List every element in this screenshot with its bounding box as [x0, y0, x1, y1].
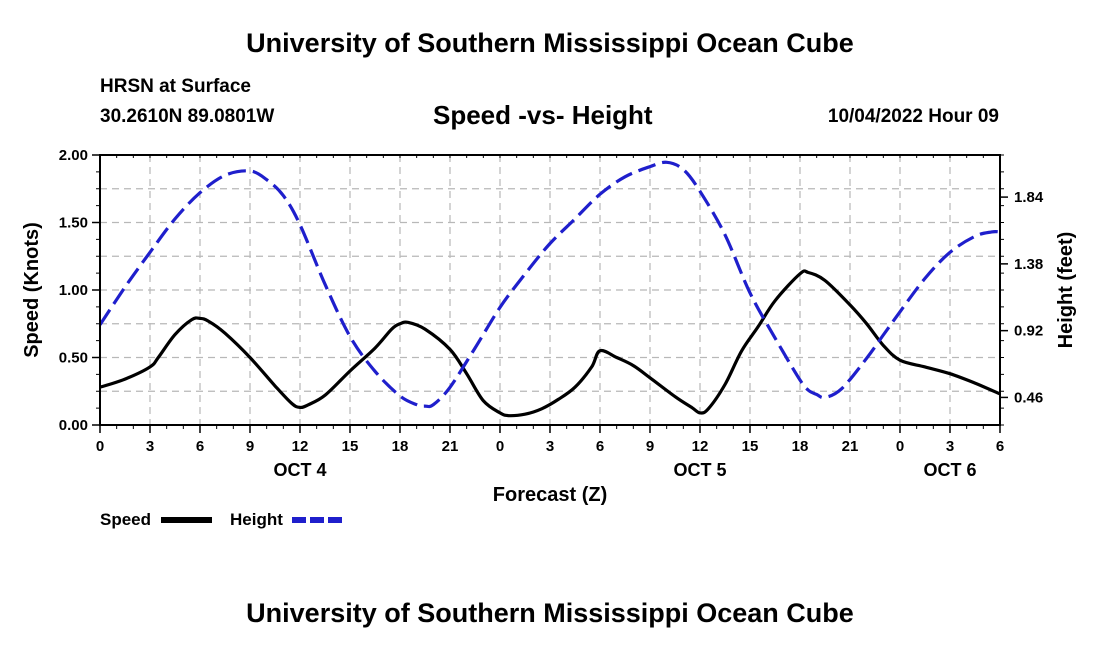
day-label: OCT 6: [923, 460, 976, 480]
y2-axis-title: Height (feet): [1055, 232, 1077, 349]
x-tick-label: 6: [596, 438, 604, 455]
x-tick-label: 12: [692, 438, 709, 455]
plot-frame: [99, 154, 1001, 426]
y-tick-label: 2.00: [59, 147, 88, 164]
x-tick-label: 21: [442, 438, 459, 455]
station-coordinates: 30.2610N 89.0801W: [100, 106, 275, 127]
forecast-datetime: 10/04/2022 Hour 09: [827, 106, 999, 127]
day-label: OCT 5: [673, 460, 726, 480]
x-tick-label: 3: [146, 438, 154, 455]
x-tick-label: 6: [196, 438, 204, 455]
x-tick-label: 0: [96, 438, 104, 455]
y-axis-title: Speed (Knots): [21, 222, 43, 358]
chart-subtitle: Speed -vs- Height: [433, 100, 653, 130]
x-tick-label: 15: [742, 438, 759, 455]
x-tick-label: 12: [292, 438, 309, 455]
day-label: OCT 4: [273, 460, 326, 480]
station-label: HRSN at Surface: [100, 76, 251, 97]
x-tick-label: 3: [546, 438, 554, 455]
y2-tick-label: 1.38: [1014, 256, 1043, 273]
series-layer: [98, 160, 1001, 418]
tick-layer: 0.00 0.50 1.00 1.50 2.00 0.46 0.92 1.38 1.84 0 3 6 9…: [59, 147, 1044, 480]
y-tick-label: 1.00: [59, 282, 88, 299]
y-tick-label: 0.50: [59, 350, 88, 367]
x-tick-label: 6: [996, 438, 1004, 455]
y2-tick-label: 0.46: [1014, 389, 1043, 406]
x-axis-title: Forecast (Z): [493, 484, 607, 506]
x-tick-label: 18: [792, 438, 809, 455]
x-tick-label: 0: [496, 438, 504, 455]
x-tick-label: 9: [646, 438, 654, 455]
x-tick-label: 21: [842, 438, 859, 455]
legend-height-label: Height: [230, 510, 283, 529]
grid-layer: [100, 155, 1000, 425]
label-layer: Speed (Knots) Height (feet) Forecast (Z): [21, 222, 1077, 506]
legend: Speed Height: [100, 510, 343, 529]
y-tick-label: 0.00: [59, 417, 88, 434]
y2-tick-label: 0.92: [1014, 323, 1043, 340]
series-line-height: [98, 160, 1001, 409]
series-line-speed: [99, 269, 1001, 418]
x-tick-label: 15: [342, 438, 359, 455]
x-tick-label: 0: [896, 438, 904, 455]
footer-title: University of Southern Mississippi Ocean…: [246, 598, 854, 628]
chart-main-title: University of Southern Mississippi Ocean…: [246, 28, 854, 58]
y-tick-label: 1.50: [59, 215, 88, 232]
x-tick-label: 9: [246, 438, 254, 455]
x-tick-label: 3: [946, 438, 954, 455]
legend-speed-label: Speed: [100, 510, 151, 529]
y2-tick-label: 1.84: [1014, 189, 1044, 206]
x-tick-label: 18: [392, 438, 409, 455]
